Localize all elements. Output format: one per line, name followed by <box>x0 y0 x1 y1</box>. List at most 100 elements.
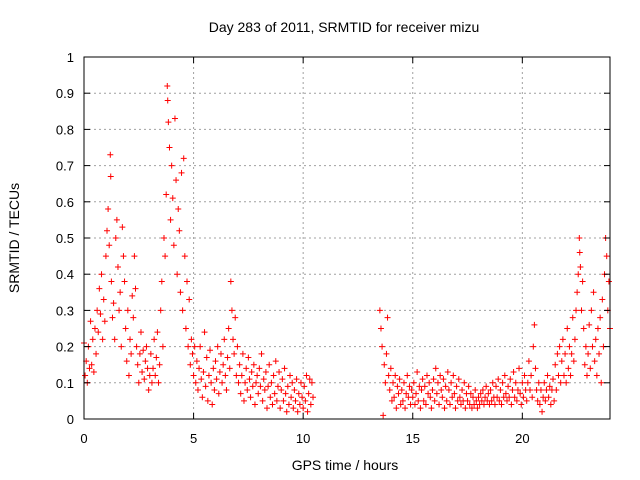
data-point <box>406 383 413 390</box>
data-point <box>513 397 520 404</box>
data-point <box>156 361 163 368</box>
data-point <box>236 361 243 368</box>
data-point <box>528 372 535 379</box>
data-point <box>462 405 469 412</box>
data-point <box>472 387 479 394</box>
data-point <box>132 285 139 292</box>
data-point <box>260 376 267 383</box>
data-point <box>468 405 475 412</box>
y-tick-label: 0.7 <box>56 159 74 174</box>
data-point <box>278 387 285 394</box>
data-point <box>380 412 387 419</box>
data-point <box>283 408 290 415</box>
data-point <box>141 376 148 383</box>
data-point <box>508 401 515 408</box>
data-point <box>122 325 129 332</box>
data-point <box>185 343 192 350</box>
data-point <box>290 405 297 412</box>
data-point <box>542 397 549 404</box>
data-point <box>457 401 464 408</box>
data-point <box>165 119 172 126</box>
data-point <box>102 253 109 260</box>
data-point <box>232 314 239 321</box>
data-point <box>461 379 468 386</box>
data-point <box>439 394 446 401</box>
data-point <box>510 368 517 375</box>
data-point <box>577 263 584 270</box>
data-point <box>224 354 231 361</box>
data-point <box>110 300 117 307</box>
data-point <box>541 379 548 386</box>
data-point <box>127 336 134 343</box>
data-point <box>111 336 118 343</box>
data-point <box>478 397 485 404</box>
data-point <box>575 271 582 278</box>
data-point <box>473 397 480 404</box>
data-point <box>605 278 612 285</box>
data-point <box>420 397 427 404</box>
data-point <box>100 296 107 303</box>
data-point <box>253 379 260 386</box>
data-point <box>264 405 271 412</box>
data-point <box>170 242 177 249</box>
data-point <box>442 383 449 390</box>
data-point <box>576 235 583 241</box>
data-point <box>383 350 390 357</box>
data-point <box>382 379 389 386</box>
data-point <box>296 401 303 408</box>
data-point <box>308 379 315 386</box>
data-point <box>509 387 516 394</box>
data-point <box>239 350 246 357</box>
data-point <box>390 379 397 386</box>
data-point <box>169 195 176 202</box>
data-point <box>219 379 226 386</box>
data-point <box>140 347 147 354</box>
data-point <box>527 387 534 394</box>
data-point <box>139 368 146 375</box>
data-point <box>560 372 567 379</box>
data-point <box>220 361 227 368</box>
data-point <box>87 318 94 325</box>
data-point <box>164 97 171 104</box>
x-tick-label: 0 <box>80 431 87 446</box>
data-point <box>467 390 474 397</box>
data-point <box>181 253 188 260</box>
data-point <box>93 350 100 357</box>
data-point <box>95 329 102 336</box>
data-point <box>553 387 560 394</box>
x-tick-label: 15 <box>406 431 420 446</box>
data-point <box>254 372 261 379</box>
y-axis-label: SRMTID / TECUs <box>6 183 22 293</box>
data-point <box>501 372 508 379</box>
data-point <box>384 314 391 321</box>
y-tick-label: 1 <box>67 50 74 65</box>
data-point <box>385 372 392 379</box>
data-point <box>86 365 93 372</box>
data-point <box>536 401 543 408</box>
data-point <box>599 296 606 303</box>
data-point <box>408 387 415 394</box>
data-point <box>597 314 604 321</box>
data-point <box>416 383 423 390</box>
data-point <box>558 358 565 365</box>
data-point <box>124 307 131 314</box>
data-point <box>217 350 224 357</box>
data-point <box>255 390 262 397</box>
data-point <box>187 361 194 368</box>
data-point <box>409 394 416 401</box>
data-point <box>282 390 289 397</box>
data-point <box>160 235 167 241</box>
data-point <box>294 408 301 415</box>
data-point <box>576 249 583 256</box>
data-point <box>261 387 268 394</box>
data-point <box>422 401 429 408</box>
data-point <box>464 397 471 404</box>
data-point <box>447 401 454 408</box>
data-point <box>535 379 542 386</box>
data-point <box>147 350 154 357</box>
data-point <box>438 387 445 394</box>
data-point <box>171 115 178 122</box>
data-point <box>270 372 277 379</box>
data-point <box>479 387 486 394</box>
data-point <box>426 379 433 386</box>
